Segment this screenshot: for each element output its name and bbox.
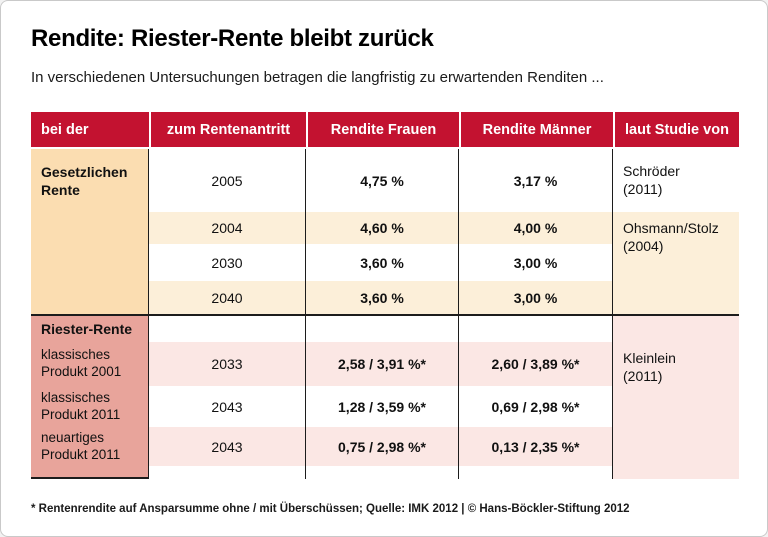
cell-year: 2043 <box>149 386 306 427</box>
cell-rendite-maenner: 3,00 % <box>459 281 613 314</box>
table-bottom-pad <box>459 466 613 479</box>
cell-rendite-maenner: 4,00 % <box>459 212 613 244</box>
cell-rendite-maenner: 2,60 / 3,89 %* <box>459 342 613 386</box>
pension-return-table: bei der zum Rentenantritt Rendite Frauen… <box>31 112 739 479</box>
empty-cell <box>149 314 306 342</box>
cell-rendite-maenner: 3,17 % <box>459 149 613 212</box>
footnote-source: * Rentenrendite auf Ansparsumme ohne / m… <box>31 503 630 515</box>
cell-study-schroeder: Schröder (2011) <box>623 163 680 197</box>
cell-rendite-frauen: 2,58 / 3,91 %* <box>306 342 459 386</box>
row-label-neuartiges-produkt-2011: neuartiges Produkt 2011 <box>41 429 121 462</box>
row-label-klassisches-produkt-2001: klassisches Produkt 2001 <box>41 347 122 379</box>
table-bottom-pad <box>306 466 459 479</box>
page-subtitle: In verschiedenen Untersuchungen betragen… <box>31 69 604 86</box>
cell-study-kleinlein: Kleinlein (2011) <box>613 314 739 479</box>
cell-year: 2040 <box>149 281 306 314</box>
cell-year: 2030 <box>149 244 306 281</box>
cell-rendite-frauen: 0,75 / 2,98 %* <box>306 427 459 466</box>
empty-cell <box>306 314 459 342</box>
cell-rendite-frauen: 4,75 % <box>306 149 459 212</box>
cell-rendite-maenner: 3,00 % <box>459 244 613 281</box>
cell-rendite-maenner: 0,13 / 2,35 %* <box>459 427 613 466</box>
row-group-label-gesetzliche-rente: Gesetzlichen Rente <box>31 149 149 314</box>
column-header-rendite-frauen: Rendite Frauen <box>306 112 459 149</box>
column-header-bei-der: bei der <box>31 112 149 149</box>
table-bottom-pad <box>149 466 306 479</box>
column-header-studie: laut Studie von <box>613 112 739 149</box>
cell-study-ohsmann-stolz: Ohsmann/Stolz (2004) <box>613 212 739 314</box>
row-group-riester-rente: Riester-Rente klassisches Produkt 2001 k… <box>31 314 149 479</box>
cell-rendite-frauen: 3,60 % <box>306 244 459 281</box>
page-title: Rendite: Riester-Rente bleibt zurück <box>31 25 434 52</box>
cell-year: 2005 <box>149 149 306 212</box>
column-header-rendite-maenner: Rendite Männer <box>459 112 613 149</box>
cell-rendite-maenner: 0,69 / 2,98 %* <box>459 386 613 427</box>
cell-year: 2004 <box>149 212 306 244</box>
row-label-klassisches-produkt-2011: klassisches Produkt 2011 <box>41 389 121 422</box>
cell-rendite-frauen: 3,60 % <box>306 281 459 314</box>
cell-year: 2043 <box>149 427 306 466</box>
cell-rendite-frauen: 1,28 / 3,59 %* <box>306 386 459 427</box>
cell-rendite-frauen: 4,60 % <box>306 212 459 244</box>
cell-year: 2033 <box>149 342 306 386</box>
row-group-label-riester-rente: Riester-Rente <box>41 321 133 337</box>
empty-cell <box>459 314 613 342</box>
column-header-rentenantritt: zum Rentenantritt <box>149 112 306 149</box>
